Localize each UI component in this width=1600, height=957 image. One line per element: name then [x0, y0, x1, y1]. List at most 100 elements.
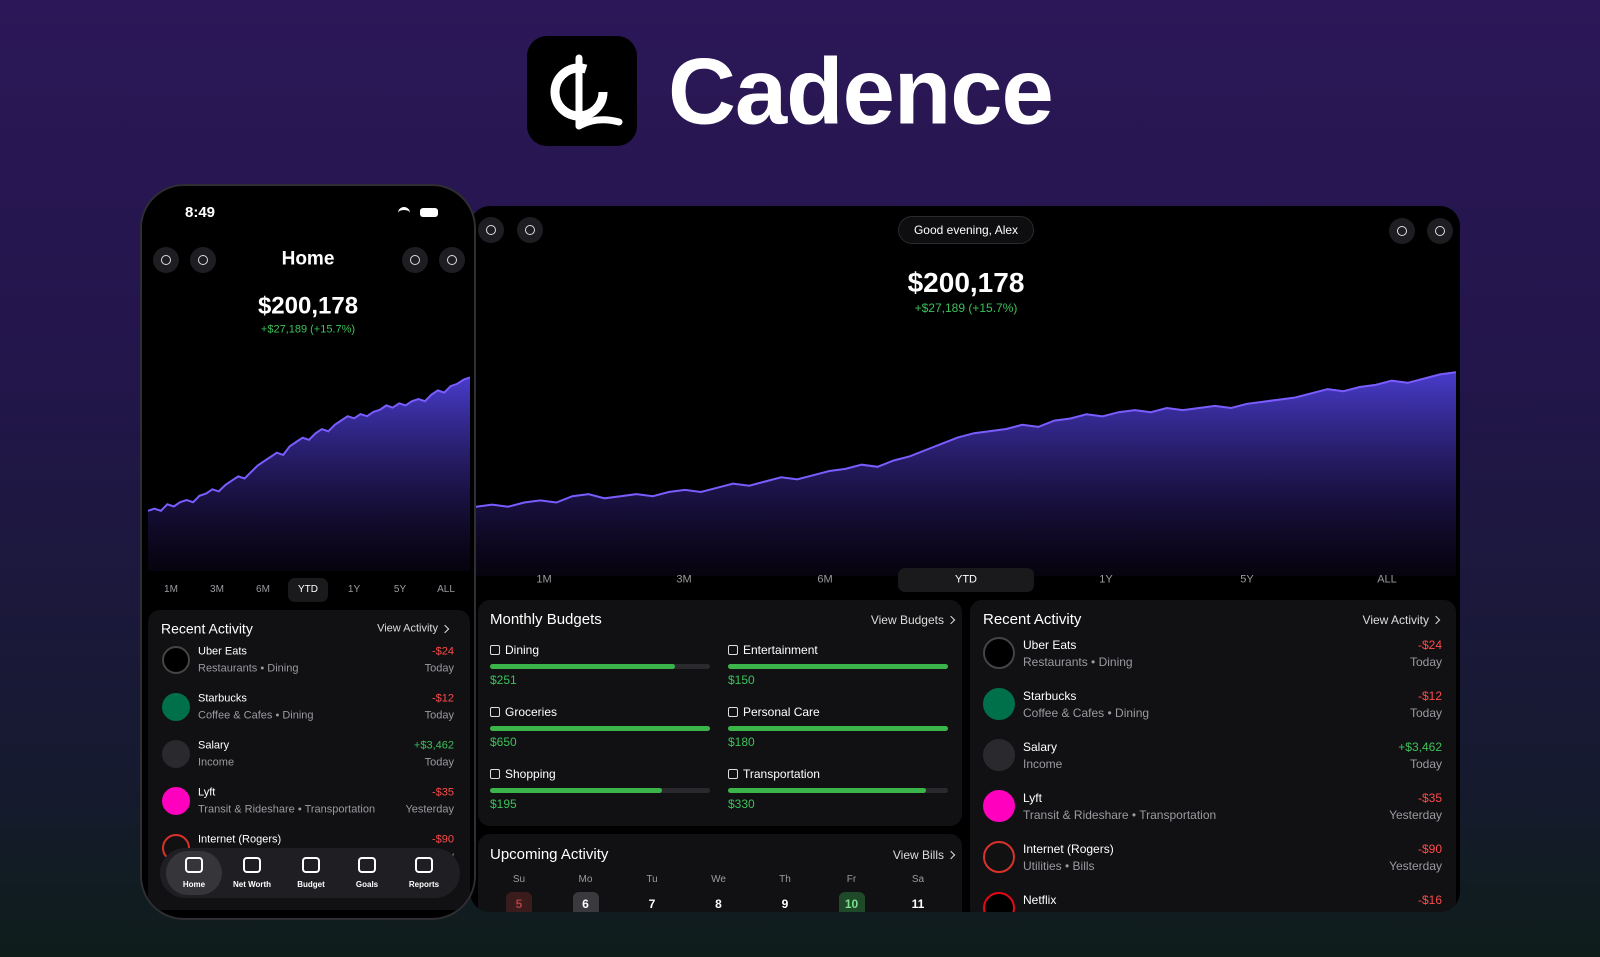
range-tab: 6M	[256, 584, 270, 595]
add-button	[439, 247, 465, 273]
activity-when: Today	[424, 662, 454, 675]
card-link: View Budgets	[870, 612, 944, 627]
trend-area	[476, 372, 1456, 576]
range-tab: YTD	[298, 584, 318, 595]
budget-track	[728, 726, 948, 731]
card-link: View Activity	[1362, 612, 1429, 627]
budget-icon	[490, 769, 500, 779]
chevron	[946, 850, 956, 860]
range-tab: 1M	[536, 573, 552, 586]
budget-amount: $330	[728, 796, 755, 811]
merchant-icon	[162, 740, 190, 768]
activity-name: Internet (Rogers)	[198, 833, 282, 846]
budget-icon	[490, 707, 500, 717]
battery	[420, 208, 438, 217]
card-title: Recent Activity	[161, 620, 253, 637]
greeting-pill	[898, 216, 1034, 244]
activity-amount: -$12	[1417, 688, 1442, 703]
activity-name: Lyft	[198, 786, 216, 799]
activity-detail: Income	[1023, 756, 1063, 771]
budget-name: Entertainment	[743, 642, 818, 657]
tab-label: Budget	[297, 880, 325, 890]
budget-icon	[728, 645, 738, 655]
date-highlight	[572, 892, 599, 912]
activity-amount: -$16	[1417, 892, 1442, 907]
date: 6	[582, 896, 589, 911]
budgets-card: Monthly Budgets View Budgets Dining $251 Ent…	[478, 600, 962, 826]
activity-when: Yesterday	[1389, 858, 1442, 873]
tab-icon	[415, 857, 433, 873]
merchant-icon	[162, 646, 190, 674]
range-tab: 3M	[676, 573, 692, 586]
activity-name: Salary	[1023, 739, 1058, 754]
budget-progress	[490, 726, 710, 731]
trend-area	[148, 377, 470, 571]
budget-name: Shopping	[505, 766, 556, 781]
tab-icon	[302, 857, 320, 873]
activity-amount: +$3,462	[413, 739, 454, 752]
profile-button-glyph	[486, 225, 496, 235]
date-highlight	[506, 892, 532, 912]
activity-name: Uber Eats	[198, 645, 247, 658]
app-logo	[527, 36, 637, 146]
activity-when: Yesterday	[1389, 807, 1442, 822]
trend-chart	[476, 371, 1456, 576]
weekday: Th	[779, 874, 791, 885]
weekday: Mo	[578, 874, 593, 885]
merchant-icon	[983, 637, 1015, 669]
merchant-icon	[162, 693, 190, 721]
activity-name: Netflix	[1023, 892, 1057, 907]
merchant-icon	[983, 790, 1015, 822]
activity-detail: Transit & Rideshare • Transportation	[1023, 807, 1217, 822]
activity-when: Today	[424, 756, 454, 769]
tab-icon	[358, 857, 376, 873]
budget-icon	[490, 645, 500, 655]
card-link: View Bills	[892, 847, 944, 862]
activity-name: Lyft	[1023, 790, 1042, 805]
card-link: View Activity	[377, 622, 438, 635]
chevron	[946, 615, 956, 625]
brand-name: Cadence	[668, 38, 1054, 144]
budget-name: Dining	[505, 642, 540, 657]
eye-button	[1389, 218, 1415, 244]
balance: $200,178	[907, 267, 1025, 299]
budget-progress	[728, 788, 926, 793]
card-title: Recent Activity	[983, 611, 1082, 628]
tab-bar: Home Net Worth Budget Goals Reports	[160, 848, 460, 898]
budget-track	[490, 788, 710, 793]
budget-amount: $150	[728, 672, 755, 687]
budget-amount: $251	[490, 672, 517, 687]
balance: $200,178	[257, 292, 359, 320]
weekday: Su	[512, 874, 526, 885]
date: 11	[911, 896, 925, 911]
weekday: Fr	[846, 874, 857, 885]
activity-detail: Restaurants • Dining	[1023, 654, 1133, 669]
date: 7	[648, 896, 656, 911]
activity-amount: -$90	[1417, 841, 1442, 856]
range-selected	[288, 578, 328, 602]
range-tab: 1Y	[1099, 573, 1113, 586]
activity-detail: Transit & Rideshare • Transportation	[198, 803, 376, 816]
activity-detail: Coffee & Cafes • Dining	[198, 709, 314, 722]
activity-when: Today	[1409, 756, 1442, 771]
merchant-icon	[983, 688, 1015, 720]
bell-button-glyph	[198, 255, 208, 265]
status-time: 8:49	[185, 204, 216, 221]
profile-button	[478, 217, 504, 243]
tab-label: Net Worth	[232, 880, 272, 890]
card-title: Monthly Budgets	[490, 611, 602, 628]
activity-detail: Subscriptions • Bills	[1023, 910, 1128, 912]
activity-when: Yesterday	[405, 803, 454, 816]
card-title: Upcoming Activity	[490, 846, 609, 863]
date: 9	[781, 896, 789, 911]
range-tab: 6M	[817, 573, 833, 586]
range-tab: 1M	[164, 584, 178, 595]
activity-name: Internet (Rogers)	[1023, 841, 1114, 856]
merchant-icon	[983, 739, 1015, 771]
chevron	[440, 624, 450, 634]
range-tab: ALL	[437, 584, 455, 595]
activity-amount: +$3,462	[1398, 739, 1442, 754]
budget-icon	[728, 707, 738, 717]
activity-name: Uber Eats	[1023, 637, 1077, 652]
